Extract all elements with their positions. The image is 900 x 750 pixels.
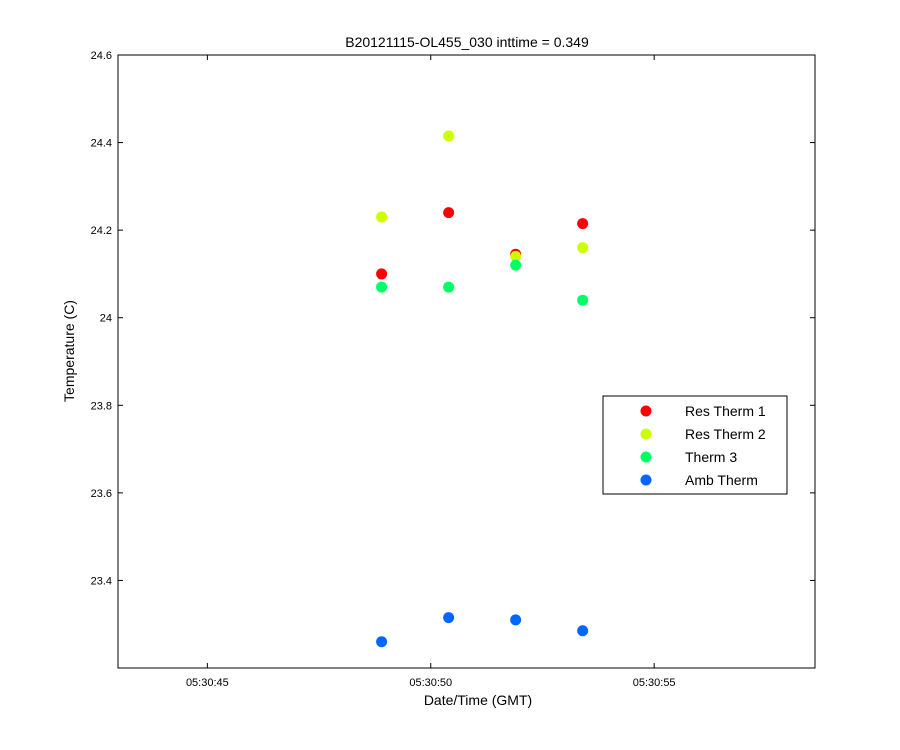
legend-label: Res Therm 2	[685, 426, 766, 442]
series-res-therm-2	[376, 130, 589, 262]
x-axis-label: Date/Time (GMT)	[424, 692, 532, 708]
y-tick-label: 24.4	[91, 138, 112, 150]
legend-label: Res Therm 1	[685, 403, 766, 419]
series-therm-3	[376, 259, 589, 306]
y-tick-label: 23.6	[91, 488, 112, 500]
data-point	[577, 218, 589, 230]
y-axis: 23.4 23.6 23.8 24 24.2 24.4 24.6	[91, 50, 815, 587]
legend-marker	[640, 451, 652, 463]
data-point	[376, 281, 388, 293]
data-point	[510, 259, 522, 271]
data-point	[443, 130, 455, 142]
data-point	[510, 614, 522, 626]
y-axis-label: Temperature (C)	[61, 300, 77, 402]
legend: Res Therm 1 Res Therm 2 Therm 3 Amb Therm	[602, 395, 788, 495]
legend-box	[602, 395, 788, 495]
legend-marker	[640, 405, 652, 417]
data-point	[577, 294, 589, 306]
x-tick-label: 05:30:45	[186, 677, 229, 689]
data-point	[443, 612, 455, 624]
y-tick-label: 23.8	[91, 400, 112, 412]
data-point	[510, 250, 522, 262]
data-point	[443, 281, 455, 293]
data-point	[376, 636, 388, 648]
data-point	[577, 242, 589, 254]
y-tick-label: 24.6	[91, 50, 112, 62]
x-axis: 05:30:45 05:30:50 05:30:55	[186, 55, 676, 689]
data-point	[376, 211, 388, 223]
legend-label: Amb Therm	[685, 472, 758, 488]
y-tick-label: 24	[100, 313, 112, 325]
data-point	[376, 268, 388, 280]
data-point	[577, 625, 589, 637]
y-tick-label: 23.4	[91, 575, 112, 587]
legend-label: Therm 3	[685, 449, 737, 465]
y-tick-label: 24.2	[91, 225, 112, 237]
legend-marker	[640, 428, 652, 440]
x-tick-label: 05:30:50	[409, 677, 452, 689]
x-tick-label: 05:30:55	[633, 677, 676, 689]
plot-area	[117, 54, 816, 669]
series-amb-therm	[376, 612, 589, 648]
chart-title: B20121115-OL455_030 inttime = 0.349	[345, 34, 589, 50]
legend-marker	[640, 474, 652, 486]
data-point	[443, 207, 455, 219]
data-points	[376, 130, 589, 648]
